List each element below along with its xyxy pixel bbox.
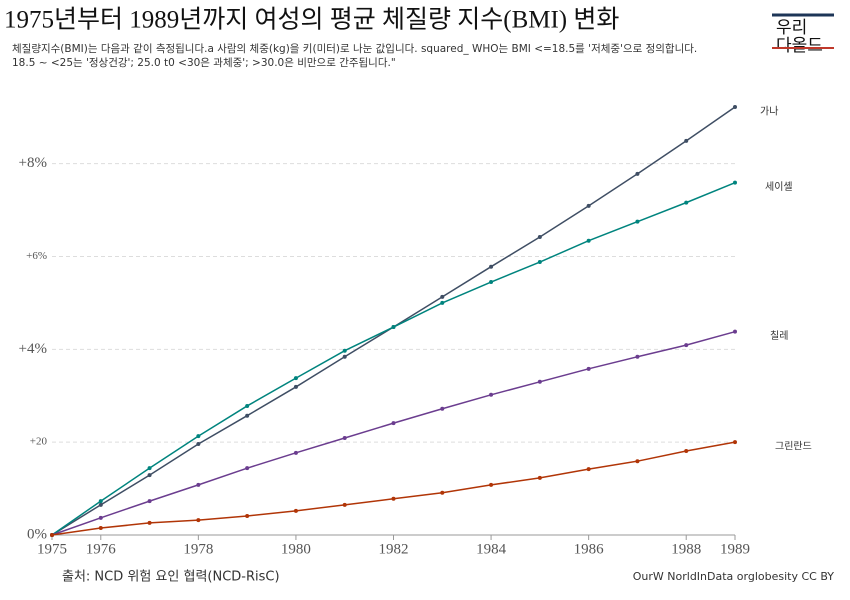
point [245, 466, 250, 471]
point [147, 473, 152, 478]
chart-title: 1975년부터 1989년까지 여성의 평균 체질량 지수(BMI) 변화 [4, 6, 619, 34]
point [586, 467, 591, 472]
y-tick-label: +4% [19, 341, 47, 357]
point [635, 219, 640, 224]
point [147, 520, 152, 525]
point [147, 499, 152, 504]
point [537, 234, 542, 239]
point [733, 329, 737, 334]
x-tick-label: 1978 [183, 541, 213, 557]
y-tick-label: 0% [27, 526, 47, 542]
series-label: 가나 [760, 105, 778, 117]
y-tick-label: +8% [19, 155, 47, 171]
point [293, 376, 298, 381]
series-line [51, 106, 736, 536]
point [489, 280, 494, 285]
series-line [51, 441, 736, 536]
point [245, 403, 250, 408]
point [684, 200, 689, 205]
point [440, 300, 445, 305]
x-tick-label: 1982 [379, 541, 409, 557]
point [196, 518, 201, 523]
point [98, 526, 103, 531]
point [635, 354, 640, 359]
y-tick-label: +20 [30, 436, 48, 448]
point [342, 502, 347, 507]
point [98, 515, 103, 520]
x-tick-label: 1989 [720, 541, 750, 557]
point [342, 354, 347, 359]
point [489, 392, 494, 397]
point [537, 260, 542, 265]
credit: OurW NorldInData orglobesity CC BY [633, 570, 835, 583]
point [537, 379, 542, 384]
point [147, 466, 152, 471]
point [635, 171, 640, 176]
point [391, 421, 396, 426]
series-line [51, 330, 736, 536]
point [293, 508, 298, 513]
point [440, 406, 445, 411]
point [684, 343, 689, 348]
point [489, 482, 494, 487]
point [684, 448, 689, 453]
point [196, 482, 201, 487]
point [586, 366, 591, 371]
point [98, 499, 103, 504]
logo-text: 우리 [776, 18, 807, 37]
point [391, 496, 396, 501]
point [635, 459, 640, 464]
point [245, 513, 250, 518]
point [196, 434, 201, 439]
x-tick-label: 1975 [37, 541, 67, 557]
point [733, 105, 737, 109]
x-tick-label: 1984 [476, 541, 507, 557]
point [489, 264, 494, 269]
source: 출처: NCD 위험 요인 협력(NCD-RisC) [62, 570, 280, 585]
point [733, 440, 737, 445]
point [342, 435, 347, 440]
point [440, 490, 445, 495]
point [196, 442, 201, 447]
series-label: 세이셸 [765, 181, 793, 193]
point [50, 533, 54, 537]
x-tick-label: 1988 [671, 541, 701, 557]
point [293, 450, 298, 455]
x-tick-label: 1986 [574, 541, 605, 557]
point [733, 180, 737, 185]
series-label: 그린란드 [775, 440, 812, 452]
point [586, 238, 591, 243]
point [342, 348, 347, 353]
x-tick-label: 1980 [281, 541, 311, 557]
x-tick-label: 1976 [86, 541, 117, 557]
y-tick-label: +6% [26, 250, 47, 262]
point [98, 502, 103, 507]
point [293, 384, 298, 389]
point [537, 475, 542, 480]
logo-text: 다올드 [776, 36, 823, 55]
point [440, 294, 445, 299]
point [245, 413, 250, 418]
series-label: 칠레 [770, 330, 788, 342]
point [684, 138, 689, 143]
subtitle: 체질량지수(BMI)는 다음과 같이 측정됩니다.a 사람의 체중(kg)을 키… [12, 43, 698, 69]
series-line [51, 181, 736, 536]
point [586, 203, 591, 208]
point [391, 325, 396, 330]
